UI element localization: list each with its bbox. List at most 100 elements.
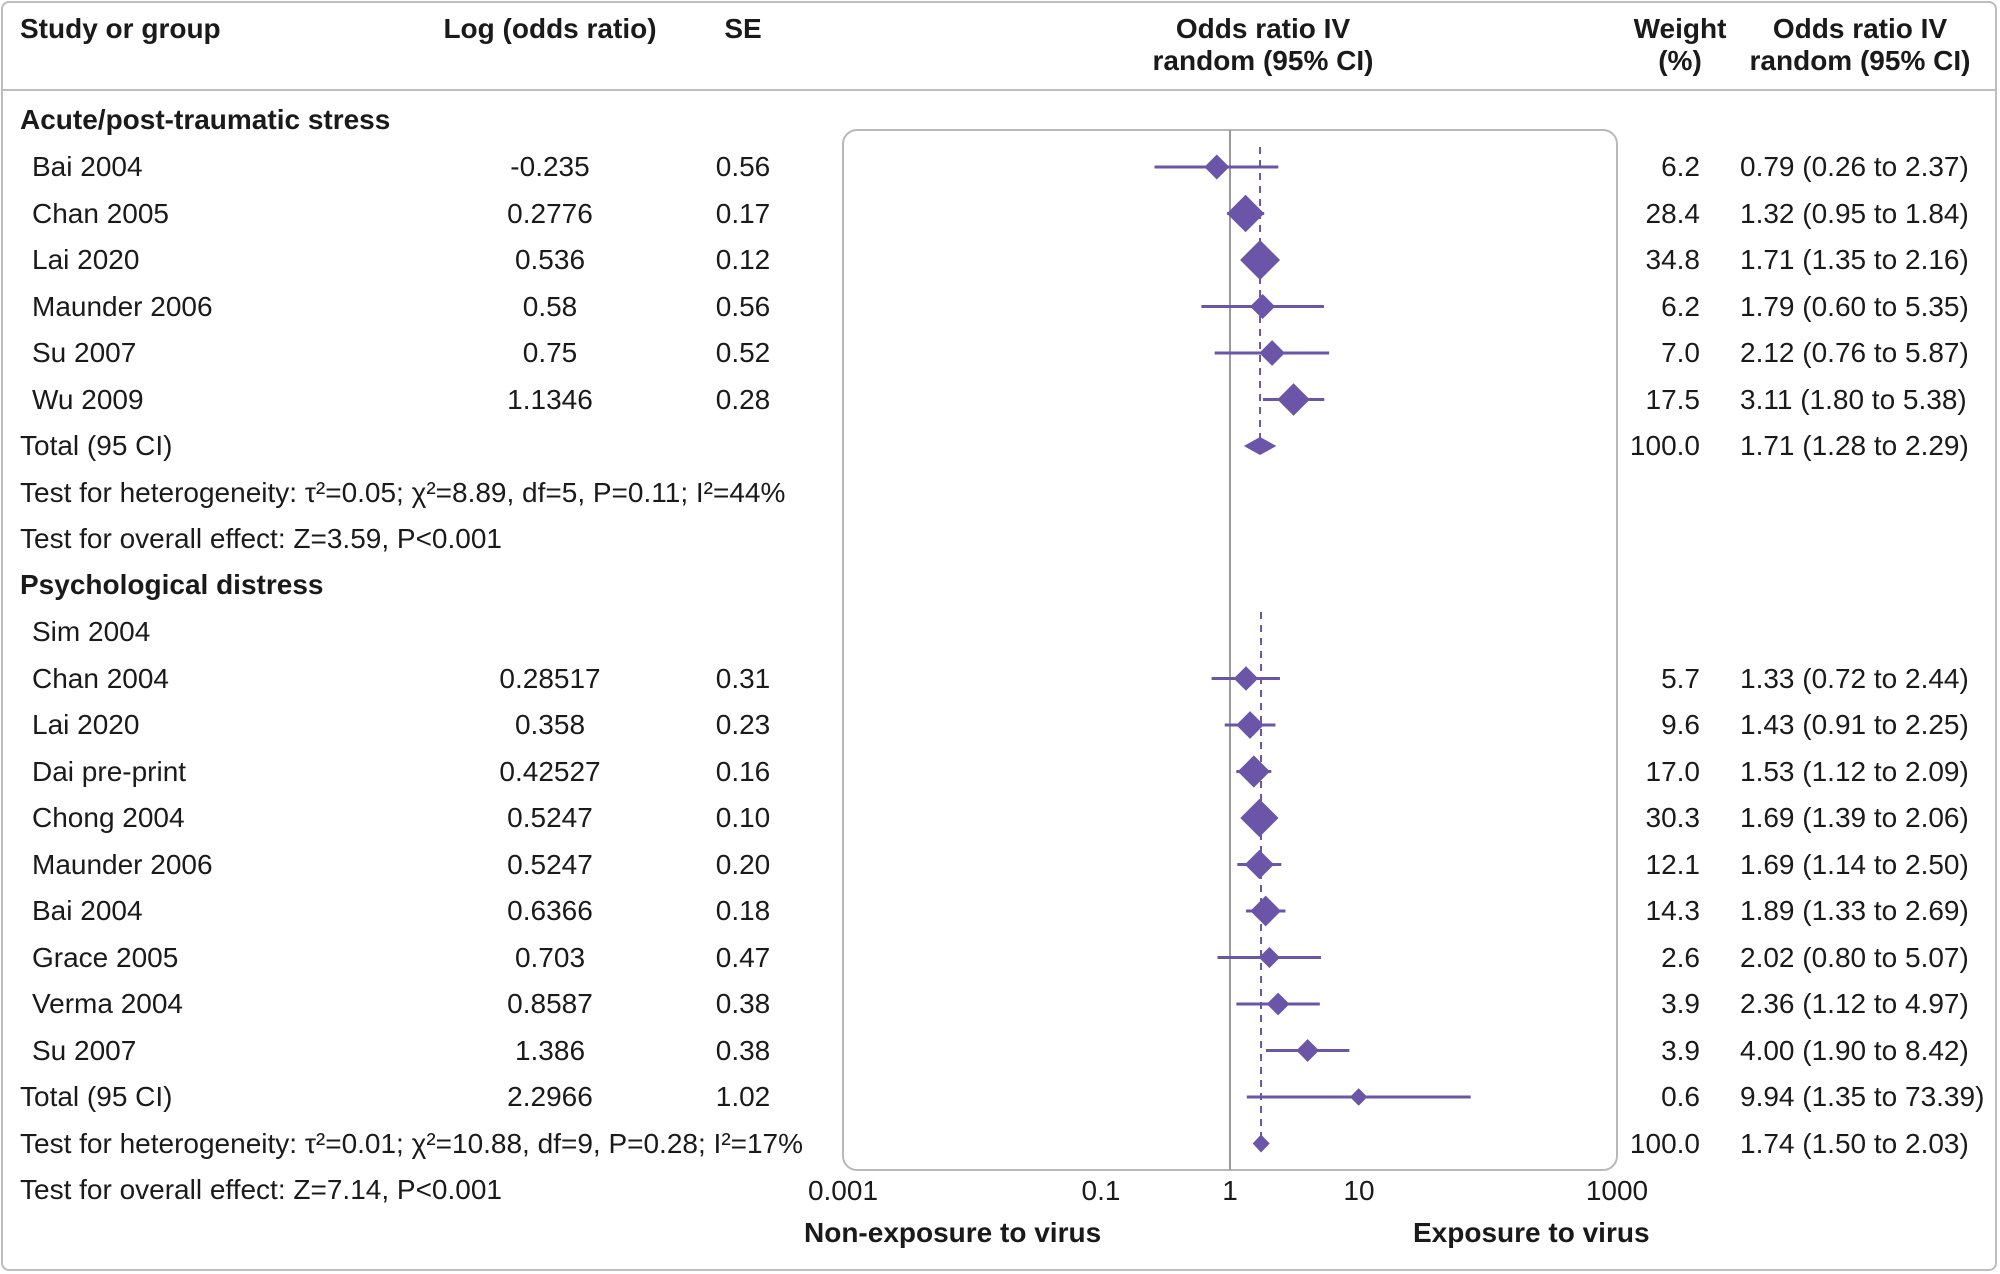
study-marker-1-4-point [1244, 849, 1275, 880]
study-name: Su 2007 [32, 1034, 137, 1066]
se-value: 0.56 [715, 151, 771, 182]
group-heading-0: Acute/post-traumatic stress [20, 104, 391, 135]
study-marker-0-3-point [1250, 294, 1276, 319]
log-odds-value: 0.5247 [507, 848, 593, 880]
log-odds-value: 0.42527 [499, 755, 601, 787]
log-odds-value: 0.58 [522, 290, 578, 322]
study-name: Maunder 2006 [32, 290, 213, 322]
study-marker-0-1-point [1226, 194, 1265, 233]
study-marker-1-7-point [1266, 992, 1290, 1016]
log-odds-value: 0.536 [514, 244, 586, 275]
pooled-weight: 100.0 [1629, 1127, 1700, 1159]
study-marker-1-3-point [1240, 798, 1279, 838]
header-or-ci-2: random (95% CI) [1749, 45, 1971, 76]
total-se: 1.02 [715, 1081, 771, 1112]
study-name: Grace 2005 [32, 941, 179, 973]
total-label: Total (95 CI) [20, 1081, 173, 1112]
x-tick-label: 10 [1343, 1175, 1375, 1206]
overall-effect-test: Test for overall effect: Z=3.59, P<0.001 [20, 523, 502, 554]
se-value: 0.47 [715, 941, 771, 973]
se-value: 0.16 [715, 755, 771, 787]
log-odds-value: 1.386 [514, 1034, 586, 1066]
header-or-plot-1: Odds ratio IV [1175, 13, 1351, 44]
or-ci-value: 1.79 (0.60 to 5.35) [1740, 290, 1969, 322]
header-or-plot-2: random (95% CI) [1152, 45, 1374, 76]
x-tick-label: 1000 [1585, 1175, 1649, 1206]
heterogeneity-test: Test for heterogeneity: τ²=0.05; χ²=8.89… [20, 476, 786, 508]
x-tick-label: 1 [1222, 1175, 1238, 1206]
weight-value: 30.3 [1645, 802, 1701, 833]
study-name: Su 2007 [32, 337, 137, 368]
weight-value: 6.2 [1661, 151, 1700, 182]
or-ci-value: 1.69 (1.39 to 2.06) [1740, 802, 1969, 833]
se-value: 0.38 [715, 1034, 771, 1066]
study-name: Bai 2004 [32, 895, 143, 926]
log-odds-value: 0.358 [514, 709, 586, 740]
se-value: 0.31 [715, 662, 771, 694]
study-name: Dai pre-print [32, 755, 187, 787]
study-marker-0-4-point [1259, 340, 1285, 366]
se-value: 0.52 [715, 337, 771, 368]
study-marker-1-1-point [1236, 711, 1264, 739]
se-value: 0.20 [715, 848, 771, 880]
header-se: SE [724, 13, 762, 44]
study-marker-1-6-point [1258, 946, 1280, 969]
weight-value: 7.0 [1661, 337, 1700, 368]
heterogeneity-test: Test for heterogeneity: τ²=0.01; χ²=10.8… [20, 1127, 804, 1159]
total-marker-1-point [1349, 1088, 1368, 1106]
or-ci-value: 1.32 (0.95 to 1.84) [1740, 197, 1969, 229]
or-ci-value: 4.00 (1.90 to 8.42) [1740, 1034, 1969, 1066]
header-divider [3, 89, 1997, 91]
overall-effect-test: Test for overall effect: Z=7.14, P<0.001 [20, 1174, 502, 1205]
weight-value: 17.5 [1645, 383, 1701, 415]
se-value: 0.18 [715, 895, 771, 926]
log-odds-value: 0.8587 [507, 988, 593, 1019]
x-label-right: Exposure to virus [1413, 1217, 1650, 1248]
header-weight-1: Weight [1633, 13, 1727, 44]
weight-value: 12.1 [1645, 848, 1701, 880]
se-value: 0.17 [715, 197, 771, 229]
study-name: Chong 2004 [32, 802, 185, 833]
or-ci-value: 2.02 (0.80 to 5.07) [1740, 941, 1969, 973]
study-name: Maunder 2006 [32, 848, 213, 880]
total-weight: 100.0 [1629, 430, 1700, 461]
se-value: 0.10 [715, 802, 771, 833]
header-log-odds: Log (odds ratio) [443, 13, 657, 44]
log-odds-value: 0.2776 [507, 197, 593, 229]
weight-value: 17.0 [1645, 755, 1701, 787]
study-marker-0-2-point [1240, 240, 1281, 280]
log-odds-value: 0.6366 [507, 895, 593, 926]
study-name: Lai 2020 [32, 709, 140, 740]
or-ci-value: 2.12 (0.76 to 5.87) [1740, 337, 1969, 368]
weight-value: 28.4 [1645, 197, 1701, 229]
se-value: 0.38 [715, 988, 771, 1019]
weight-value: 3.9 [1661, 988, 1700, 1019]
study-marker-0-0-point [1204, 154, 1230, 180]
study-marker-0-5-point [1277, 383, 1310, 416]
se-value: 0.56 [715, 290, 771, 322]
study-name: Wu 2009 [32, 383, 144, 415]
or-ci-value: 1.89 (1.33 to 2.69) [1740, 895, 1969, 926]
weight-value: 14.3 [1645, 895, 1701, 926]
pooled-diamond-0 [1243, 437, 1277, 455]
se-value: 0.23 [715, 709, 771, 740]
total-log-odds: 2.2966 [507, 1081, 593, 1112]
x-tick-label: 0.001 [807, 1175, 879, 1206]
total-weight: 0.6 [1661, 1081, 1700, 1112]
weight-value: 3.9 [1661, 1034, 1700, 1066]
study-name: Bai 2004 [32, 151, 143, 182]
or-ci-value: 1.43 (0.91 to 2.25) [1740, 709, 1969, 740]
se-value: 0.12 [715, 244, 771, 275]
header-or-ci-1: Odds ratio IV [1772, 13, 1948, 44]
log-odds-value: 0.5247 [507, 802, 593, 833]
x-tick-label: 0.1 [1081, 1175, 1121, 1206]
or-ci-value: 1.33 (0.72 to 2.44) [1740, 662, 1969, 694]
study-marker-1-8-point [1296, 1039, 1320, 1062]
total-or-ci: 1.71 (1.28 to 2.29) [1740, 430, 1969, 461]
or-ci-value: 2.36 (1.12 to 4.97) [1740, 988, 1969, 1019]
log-odds-value: 0.28517 [499, 662, 601, 694]
study-name: Chan 2004 [32, 662, 170, 694]
or-ci-value: 1.69 (1.14 to 2.50) [1740, 848, 1969, 880]
study-marker-1-0-point [1233, 666, 1259, 691]
